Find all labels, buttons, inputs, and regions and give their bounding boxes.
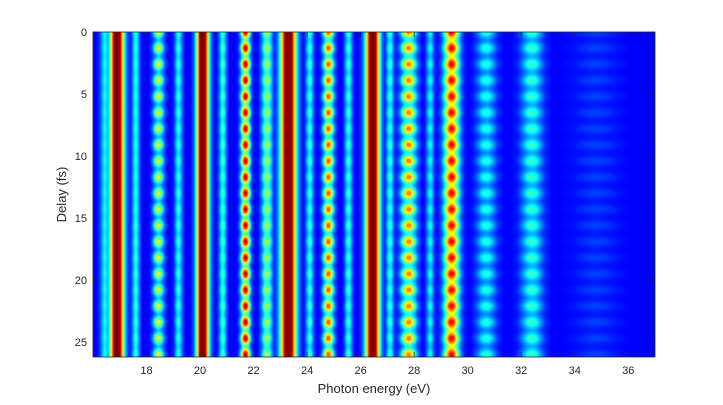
x-tick-label: 32	[515, 365, 527, 377]
x-axis-ticks: 18 20 22 24 26 28 30 32 34 36	[140, 32, 634, 377]
x-axis-label: Photon energy (eV)	[318, 381, 431, 396]
x-tick-label: 18	[140, 365, 152, 377]
y-tick-label: 20	[75, 275, 87, 287]
plot-area	[92, 31, 656, 358]
y-tick-label: 15	[75, 213, 87, 225]
x-tick-label: 22	[247, 365, 259, 377]
y-tick-label: 0	[81, 27, 87, 39]
x-tick-label: 28	[408, 365, 420, 377]
y-tick-label: 10	[75, 151, 87, 163]
x-tick-label: 34	[569, 365, 581, 377]
x-tick-label: 26	[354, 365, 366, 377]
heatmap-image	[93, 32, 655, 357]
y-axis-ticks: 0 5 10 15 20 25	[75, 27, 655, 349]
x-tick-label: 20	[194, 365, 206, 377]
x-tick-label: 30	[462, 365, 474, 377]
plot-border	[92, 31, 656, 358]
x-tick-label: 24	[301, 365, 313, 377]
x-tick-label: 36	[622, 365, 634, 377]
y-tick-label: 5	[81, 89, 87, 101]
y-tick-label: 25	[75, 337, 87, 349]
y-axis-label: Delay (fs)	[54, 167, 69, 223]
